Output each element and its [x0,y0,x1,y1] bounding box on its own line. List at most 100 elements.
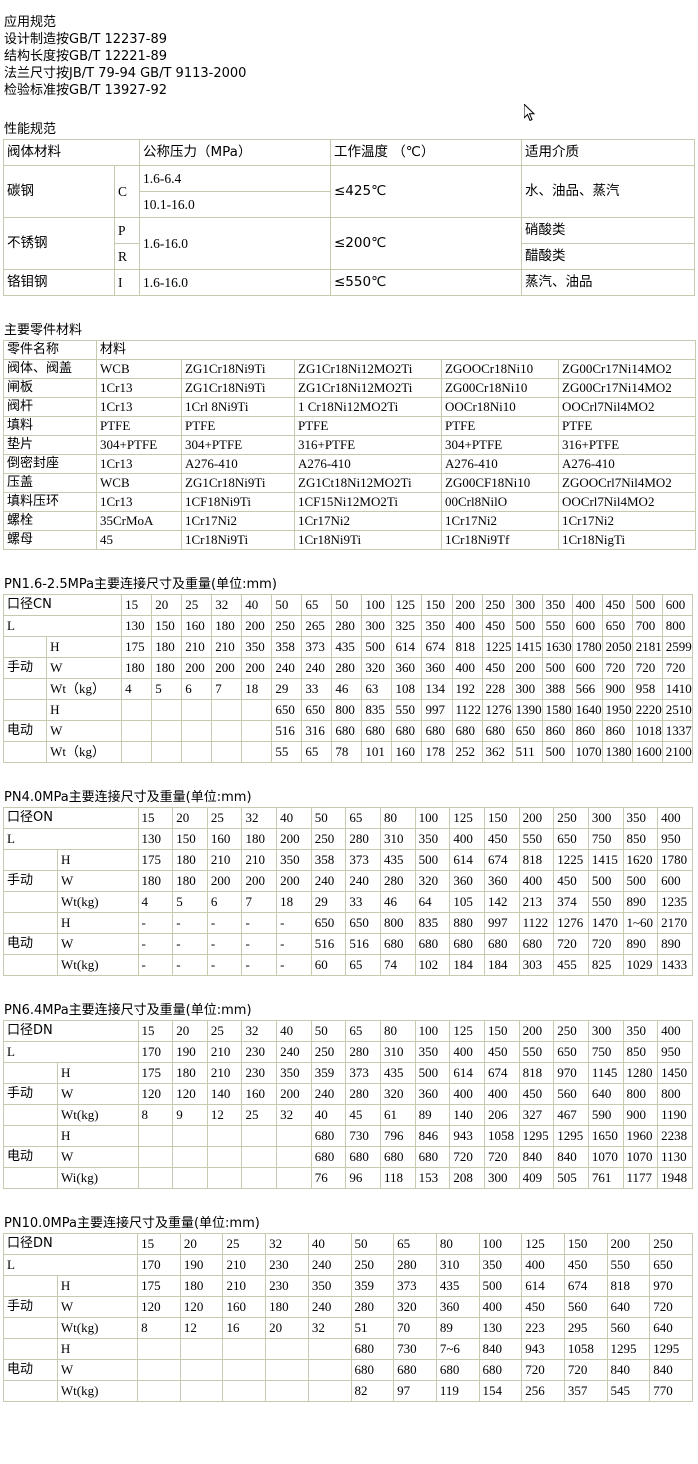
dim-length-value: 210 [223,1255,266,1275]
dim-manual-value: 200 [207,871,242,891]
dim-header-length: L [4,1042,138,1062]
dim-electric-value: 511 [512,742,542,762]
dim-electric-value [182,700,212,720]
dim-header-dn: 口径DN [4,1234,138,1254]
table-row: 不锈钢 P 1.6-16.0 ≤200℃ 硝酸类 [4,218,694,269]
table-row: 垫片 304+PTFE 304+PTFE 316+PTFE 304+PTFE 316+PT… [4,436,696,454]
table-row: 口径CN 15 20 25 32 40 50 65 50 100 125 150 200 250 300 35… [4,595,692,615]
dim-electric-value: 1018 [632,721,662,741]
dim-dn-value: 400 [572,595,602,615]
dim-manual-value: 373 [346,1063,381,1083]
mat-value: PTFE [97,417,181,435]
mat-part-name: 阀体、阀盖 [4,360,96,378]
table-row: L 170 190 210 230 240 250 280 310 350 400 450 550 650… [4,1042,692,1062]
mat-value: ZGOOCr18Ni10 [442,360,558,378]
dim-manual-value: 213 [519,892,554,912]
dim-manual-value: 958 [632,679,662,699]
table-row: H 175 180 210 210 350 358 373 435 500 614 674 818 122… [4,850,692,870]
dim-electric-value: 409 [519,1168,554,1188]
dim-electric-value [152,742,182,762]
dim-length-value: 450 [484,1042,519,1062]
table-row: 阀体材料 公称压力（MPa） 工作温度 （℃） 适用介质 [4,140,694,165]
table-row: Wt(kg) 8 9 12 25 32 40 45 61 89 140 206 327 467 590 900… [4,1105,692,1125]
dim-group-label-manual-spacer [4,892,58,912]
dim-electric-value: 97 [394,1381,436,1401]
dim-dn-value: 65 [394,1234,436,1254]
dim-electric-value: 516 [311,934,346,954]
dim-sub-label-electric: Wi(kg) [58,1168,138,1188]
dim-manual-value: 360 [450,871,484,891]
dim-manual-value: 450 [522,1297,564,1317]
dim-manual-value: 400 [450,1084,484,1104]
mat-value: 1Crl 8Ni9Ti [182,398,294,416]
mat-value: A276-410 [295,455,441,473]
dim-dn-value: 350 [623,808,658,828]
spacer-after-parts-material [0,550,698,576]
dim-electric-value [223,1381,266,1401]
dim-manual-value: 900 [623,1105,658,1125]
dim-length-value: 180 [212,616,242,636]
perf-material-stainless-steel: 不锈钢 [4,218,114,269]
table-row: 10.1-16.0 [4,192,694,217]
dim-electric-value: 7~6 [436,1339,479,1359]
dim-manual-value: 134 [422,679,452,699]
dim-sub-label-manual: W [58,871,138,891]
dim-electric-value: 680 [479,1360,522,1380]
dim-electric-value: 1276 [554,913,588,933]
dim-electric-value: 997 [484,913,519,933]
mat-part-name: 填料 [4,417,96,435]
dim-group-label-manual-spacer [4,679,47,699]
dim-electric-value [122,721,152,741]
dim-electric-value: 178 [422,742,452,762]
dim-dn-value: 50 [351,1234,394,1254]
dim-electric-value: 303 [519,955,554,975]
dim-electric-value: 1122 [452,700,482,720]
dim-manual-value: 1225 [482,637,512,657]
dim-dn-value: 32 [242,808,277,828]
dim-manual-value: 120 [138,1084,173,1104]
dim-electric-value [122,700,152,720]
mat-value: 304+PTFE [97,436,181,454]
dim-dn-value: 250 [650,1234,692,1254]
dim-manual-value: 32 [277,1105,311,1125]
dim-dn-value: 65 [302,595,332,615]
table-row: Wt（kg） 4 5 6 7 18 29 33 46 63 108 134 192 228 300 388 56… [4,679,692,699]
dim-manual-value: 5 [173,892,207,912]
dim-electric-value: 500 [542,742,572,762]
dim-manual-value: 12 [180,1318,223,1338]
perf-temp-cr-mo: ≤550℃ [331,270,521,295]
dim-group-label-manual-spacer [4,1318,57,1338]
table-row: 电动 W 680 680 680 680 720 720 840 840 [4,1360,692,1380]
mat-value: PTFE [442,417,558,435]
dim-electric-value: 76 [311,1168,346,1188]
dim-dn-value: 300 [588,1021,623,1041]
dim-manual-value: 18 [277,892,311,912]
dim-manual-value: 180 [173,850,207,870]
dim-electric-value: 650 [311,913,346,933]
dim-group-label-manual-spacer [4,637,47,657]
mat-part-name: 螺栓 [4,512,96,530]
dim-electric-value [212,721,242,741]
dim-electric-value [207,1147,242,1167]
dim-electric-value: - [138,934,173,954]
dim-manual-value: 2181 [632,637,662,657]
dim-electric-value [138,1381,180,1401]
table-row: L 170 190 210 230 240 250 280 310 350 400 450 550 650 [4,1255,692,1275]
mat-value: A276-410 [442,455,558,473]
mat-value: 1Cr17Ni2 [182,512,294,530]
dim-dn-value: 500 [632,595,662,615]
table-row: H 175 180 210 230 350 359 373 435 500 614 674 818 970… [4,1063,692,1083]
dim-electric-value: 1470 [588,913,623,933]
dim-manual-value: 200 [512,658,542,678]
mat-value: ZG1Cr18Ni9Ti [182,360,294,378]
dim-electric-value: - [277,913,311,933]
mat-part-name: 阀杆 [4,398,96,416]
dim-manual-value: 206 [484,1105,519,1125]
dim-header-dn: 口径CN [4,595,122,615]
dim-manual-value: 373 [346,850,381,870]
dim-electric-value: 1058 [564,1339,607,1359]
dim-electric-value [266,1381,308,1401]
application-spec-line-1: 设计制造按GB/T 12237-89 [4,32,168,47]
dim-manual-value: 500 [479,1276,522,1296]
dim-manual-value: 4 [138,892,173,912]
